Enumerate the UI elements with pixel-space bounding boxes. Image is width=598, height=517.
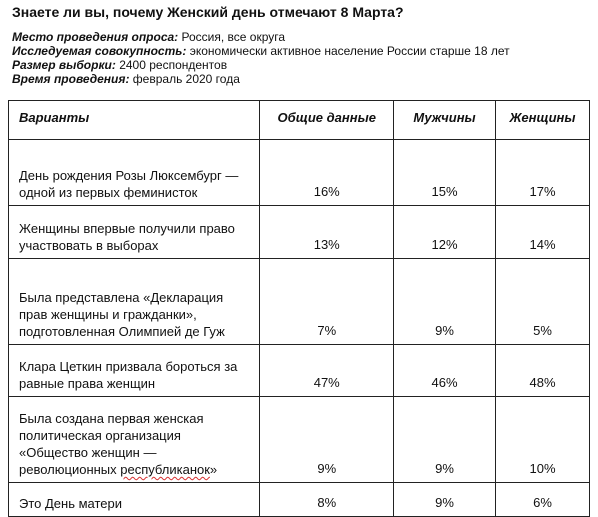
table-row: Это День матери 8% 9% 6%	[7, 482, 590, 517]
meta-label: Исследуемая совокупность:	[12, 44, 187, 58]
header-total: Общие данные	[259, 100, 395, 140]
total-cell: 9%	[259, 396, 395, 483]
variant-cell: Это День матери	[7, 482, 261, 517]
women-cell: 6%	[495, 482, 590, 517]
results-table: Варианты Общие данные Мужчины Женщины Де…	[7, 100, 590, 517]
total-cell: 8%	[259, 482, 395, 517]
header-variants: Варианты	[7, 100, 261, 140]
men-cell: 9%	[393, 396, 496, 483]
men-cell: 9%	[393, 482, 496, 517]
meta-value: февраль 2020 года	[132, 72, 240, 86]
variant-cell: День рождения Розы Люксембург — одной из…	[7, 139, 261, 206]
table-header-row: Варианты Общие данные Мужчины Женщины	[7, 100, 590, 140]
variant-text: Была создана первая женская политическая…	[19, 411, 204, 477]
table-row: Была представлена «Декларация прав женщи…	[7, 258, 590, 345]
men-cell: 9%	[393, 258, 496, 345]
header-men: Мужчины	[393, 100, 496, 140]
variant-text-tail: »	[209, 462, 218, 477]
total-cell: 7%	[259, 258, 395, 345]
meta-location: Место проведения опроса: Россия, все окр…	[12, 30, 510, 44]
variant-cell: Женщины впервые получили право участвова…	[7, 205, 261, 259]
meta-date: Время проведения: февраль 2020 года	[12, 72, 510, 86]
table-row: День рождения Розы Люксембург — одной из…	[7, 139, 590, 206]
variant-cell: Была создана первая женская политическая…	[7, 396, 261, 483]
men-cell: 15%	[393, 139, 496, 206]
total-cell: 13%	[259, 205, 395, 259]
women-cell: 5%	[495, 258, 590, 345]
table-row: Клара Цеткин призвала бороться за равные…	[7, 344, 590, 397]
men-cell: 12%	[393, 205, 496, 259]
variant-cell: Клара Цеткин призвала бороться за равные…	[7, 344, 261, 397]
page-title: Знаете ли вы, почему Женский день отмеча…	[12, 4, 404, 20]
meta-label: Время проведения:	[12, 72, 130, 86]
women-cell: 10%	[495, 396, 590, 483]
meta-label: Место проведения опроса:	[12, 30, 179, 44]
meta-value: экономически активное население России с…	[189, 44, 510, 58]
table-row: Женщины впервые получили право участвова…	[7, 205, 590, 259]
meta-label: Размер выборки:	[12, 58, 116, 72]
meta-sample-size: Размер выборки: 2400 респондентов	[12, 58, 510, 72]
meta-population: Исследуемая совокупность: экономически а…	[12, 44, 510, 58]
meta-value: 2400 респондентов	[119, 58, 228, 72]
variant-cell: Была представлена «Декларация прав женщи…	[7, 258, 261, 345]
meta-value: Россия, все округа	[181, 30, 286, 44]
total-cell: 47%	[259, 344, 395, 397]
total-cell: 16%	[259, 139, 395, 206]
spellcheck-flagged-word: республиканок	[120, 462, 210, 477]
women-cell: 48%	[495, 344, 590, 397]
women-cell: 14%	[495, 205, 590, 259]
table-row: Была создана первая женская политическая…	[7, 396, 590, 483]
women-cell: 17%	[495, 139, 590, 206]
men-cell: 46%	[393, 344, 496, 397]
header-women: Женщины	[495, 100, 590, 140]
survey-meta: Место проведения опроса: Россия, все окр…	[12, 30, 510, 86]
